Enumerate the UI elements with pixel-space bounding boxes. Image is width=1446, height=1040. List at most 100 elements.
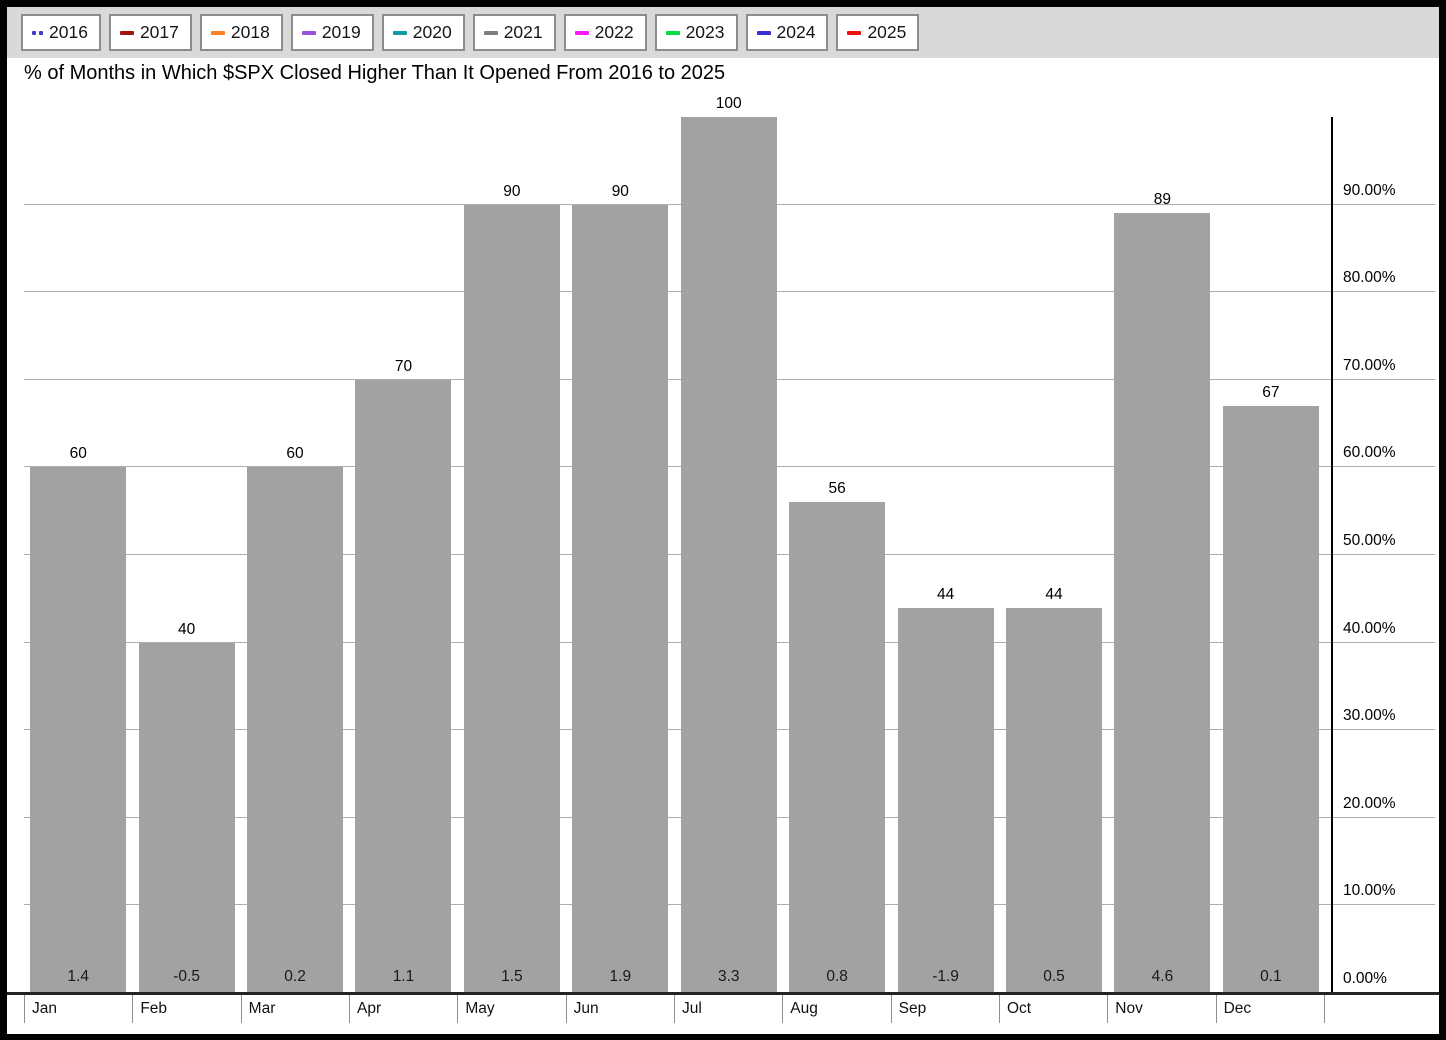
bar-slot-dec: 67 0.1: [1217, 117, 1325, 993]
x-axis-label-apr: Apr: [348, 995, 457, 1023]
legend-dash-line-icon: [665, 30, 680, 35]
legend-item-2025[interactable]: 2025: [836, 14, 920, 51]
x-axis-label-dec: Dec: [1215, 995, 1324, 1023]
bar-base-value-label: 1.4: [67, 968, 89, 985]
legend-item-2022[interactable]: 2022: [563, 14, 647, 51]
legend-dash-line-icon: [847, 30, 862, 35]
bar-jan: [30, 467, 127, 993]
x-axis-label-jul: Jul: [673, 995, 782, 1023]
bar-mar: [247, 467, 344, 993]
legend-item-2023[interactable]: 2023: [654, 14, 738, 51]
bar-value-label: 90: [503, 182, 521, 200]
bar-value-label: 44: [936, 585, 955, 603]
legend-item-label: 2022: [594, 22, 634, 42]
legend-item-label: 2019: [321, 22, 361, 42]
x-axis-label-nov: Nov: [1107, 995, 1215, 1023]
bar-jul: [680, 117, 777, 993]
y-axis-tick-label: 30.00%: [1343, 707, 1396, 725]
bar-slot-may: 90 1.5: [458, 117, 566, 993]
bar-dec: [1222, 406, 1319, 993]
bar-slot-jun: 90 1.9: [566, 117, 674, 993]
y-axis-tick-label: 70.00%: [1343, 356, 1396, 374]
legend-dash-line-icon: [119, 30, 134, 35]
y-axis-tick-label: 20.00%: [1343, 794, 1396, 812]
x-axis-label-feb: Feb: [132, 995, 240, 1023]
bar-base-value-label: 4.6: [1151, 968, 1174, 985]
legend-item-label: 2020: [412, 22, 452, 42]
bar-base-value-label: 0.1: [1260, 968, 1282, 985]
y-axis-tick-label: 0.00%: [1343, 970, 1387, 987]
legend-item-2019[interactable]: 2019: [290, 14, 374, 51]
legend-bar: 2016 2017 2018 2019 2020 2021 2022 2023 2024 2025: [7, 7, 1439, 58]
bar-base-value-label: 0.8: [826, 968, 848, 985]
legend-item-label: 2017: [139, 22, 179, 42]
y-axis-tick-label: 10.00%: [1343, 882, 1396, 900]
bar-slot-feb: 40 -0.5: [132, 117, 240, 993]
x-axis-label-may: May: [457, 995, 565, 1023]
bar-value-label: 67: [1262, 384, 1280, 402]
x-axis-label-oct: Oct: [998, 995, 1107, 1023]
legend-item-label: 2016: [49, 22, 88, 42]
bar-base-value-label: -0.5: [173, 968, 200, 985]
y-axis-tick-label: 90.00%: [1343, 181, 1396, 199]
legend-item-label: 2018: [230, 22, 270, 42]
x-axis-baseline: [7, 992, 1439, 995]
bar-nov: [1114, 213, 1211, 993]
bar-slot-mar: 60 0.2: [241, 117, 349, 993]
bar-oct: [1006, 607, 1102, 993]
bar-base-value-label: -1.9: [932, 968, 959, 985]
legend-item-label: 2025: [867, 22, 907, 42]
month-axis: Jan Feb Mar Apr May Jun Jul Aug Sep Oct Nov Dec: [24, 995, 1325, 1023]
bar-value-label: 60: [69, 445, 87, 463]
bar-slot-apr: 70 1.1: [349, 117, 457, 993]
chart-title: % of Months in Which $SPX Closed Higher …: [24, 62, 726, 84]
bar-sep: [897, 607, 994, 993]
x-axis-label-jan: Jan: [24, 995, 132, 1023]
bar-base-value-label: 1.5: [501, 968, 523, 985]
legend-item-2024[interactable]: 2024: [745, 14, 829, 51]
legend-item-2020[interactable]: 2020: [381, 14, 465, 51]
legend-dash-line-icon: [483, 30, 498, 35]
bar-aug: [789, 502, 886, 993]
bar-jun: [572, 204, 669, 993]
bar-value-label: 44: [1045, 585, 1063, 603]
y-axis-line: [1331, 117, 1333, 993]
legend-item-2016[interactable]: 2016: [21, 14, 101, 51]
bar-value-label: 60: [286, 445, 304, 463]
legend-item-label: 2021: [503, 22, 543, 42]
legend-item-label: 2023: [685, 22, 725, 42]
bar-value-label: 100: [715, 95, 742, 112]
bar-slot-nov: 89 4.6: [1108, 117, 1216, 993]
bar-base-value-label: 3.3: [717, 968, 740, 985]
bar-value-label: 90: [611, 182, 629, 200]
bar-slot-jan: 60 1.4: [24, 117, 132, 993]
bar-base-value-label: 0.5: [1043, 968, 1065, 985]
bar-feb: [138, 642, 235, 993]
legend-item-2018[interactable]: 2018: [199, 14, 283, 51]
legend-dotted-line-icon: [32, 30, 43, 35]
bar-value-label: 40: [178, 620, 196, 638]
y-axis-tick-label: 50.00%: [1343, 532, 1396, 549]
legend-item-2021[interactable]: 2021: [472, 14, 556, 51]
bars-layer: 60 1.4 40 -0.5 60 0.2 70 1.1 90 1.5 90 1.9 100 3.3 56 0…: [24, 95, 1325, 993]
legend-dash-line-icon: [574, 30, 589, 35]
x-axis-label-mar: Mar: [240, 995, 349, 1023]
bar-base-value-label: 1.9: [609, 968, 632, 985]
legend-dash-line-icon: [392, 30, 407, 35]
bar-base-value-label: 1.1: [392, 968, 415, 985]
legend-dash-line-icon: [301, 30, 316, 35]
x-axis-label-jun: Jun: [565, 995, 674, 1023]
y-axis-tick-label: 40.00%: [1343, 619, 1396, 637]
legend-item-2017[interactable]: 2017: [108, 14, 192, 51]
bar-slot-sep: 44 -1.9: [891, 117, 999, 993]
y-axis-tick-label: 80.00%: [1343, 269, 1396, 287]
bar-apr: [355, 379, 452, 993]
x-axis-label-aug: Aug: [782, 995, 890, 1023]
bar-slot-aug: 56 0.8: [783, 117, 891, 993]
bar-slot-oct: 44 0.5: [1000, 117, 1108, 993]
legend-dash-line-icon: [210, 30, 225, 35]
bar-may: [463, 204, 560, 993]
legend-dash-line-icon: [756, 30, 771, 35]
bar-value-label: 89: [1153, 191, 1172, 209]
